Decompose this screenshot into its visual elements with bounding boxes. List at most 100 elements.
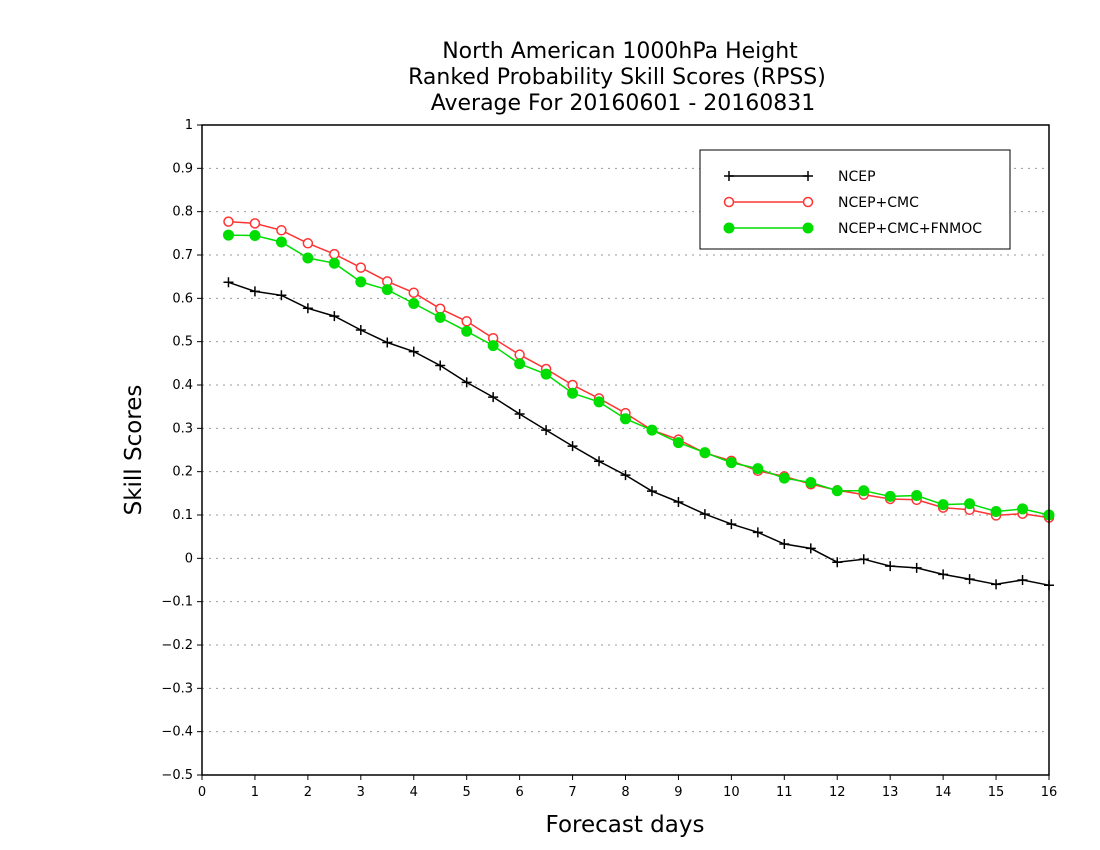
- data-point-ncep: [620, 470, 631, 481]
- data-point-ncep-cmc-fnmoc: [884, 490, 896, 502]
- data-point-ncep: [541, 425, 552, 436]
- data-point-ncep-cmc: [302, 238, 314, 249]
- data-point-ncep-cmc-fnmoc: [964, 498, 976, 510]
- series-ncep: [223, 277, 1054, 591]
- legend-label-ncep-cmc-fnmoc: NCEP+CMC+FNMOC: [838, 221, 982, 237]
- data-point-ncep-cmc-fnmoc: [778, 472, 790, 484]
- data-point-ncep-cmc-fnmoc: [1017, 503, 1029, 515]
- data-point-ncep-cmc: [329, 248, 340, 260]
- data-point-ncep: [567, 441, 578, 452]
- y-tick-label: 0.8: [172, 205, 193, 220]
- data-point-ncep: [514, 409, 525, 420]
- y-axis-label: Skill Scores: [121, 385, 147, 516]
- data-point-ncep: [249, 286, 260, 297]
- data-point-ncep-cmc: [514, 349, 525, 360]
- data-point-ncep-cmc-fnmoc: [752, 463, 764, 475]
- y-tick-label: 0.2: [172, 465, 193, 480]
- legend-marker-ncep: [724, 171, 734, 181]
- data-point-ncep: [938, 569, 949, 580]
- x-tick-label: 12: [829, 785, 846, 800]
- data-point-ncep: [964, 574, 975, 585]
- x-tick-label: 16: [1041, 785, 1058, 800]
- data-point-ncep-cmc-fnmoc: [567, 387, 579, 399]
- data-point-ncep: [805, 543, 816, 554]
- y-tick-label: −0.3: [161, 681, 193, 696]
- data-point-ncep: [858, 554, 869, 565]
- data-point-ncep: [223, 277, 234, 288]
- x-tick-label: 2: [304, 785, 312, 800]
- title-line-1: North American 1000hPa Height: [442, 39, 798, 64]
- legend: NCEP NCEP+CMC NCEP+CMC+FNMOC: [699, 149, 1011, 250]
- data-point-ncep: [752, 527, 763, 538]
- data-point-ncep-cmc: [276, 225, 287, 236]
- series-layer: [222, 216, 1055, 591]
- y-tick-label: 0.5: [172, 335, 193, 350]
- legend-label-ncep: NCEP: [838, 169, 876, 185]
- legend-marker-ncep-cmc-fnmoc: [723, 222, 735, 234]
- data-point-ncep-cmc-fnmoc: [620, 413, 631, 425]
- data-point-ncep-cmc-fnmoc: [487, 340, 499, 352]
- data-point-ncep-cmc-fnmoc: [381, 284, 393, 296]
- x-tick-label: 8: [621, 785, 629, 800]
- data-point-ncep-cmc-fnmoc: [328, 257, 340, 269]
- y-tick-label: 0.1: [172, 508, 193, 523]
- data-point-ncep: [699, 509, 710, 520]
- y-tick-label: 0: [185, 551, 193, 566]
- data-point-ncep-cmc-fnmoc: [725, 457, 737, 469]
- data-point-ncep: [355, 324, 366, 335]
- data-point-ncep: [673, 497, 684, 507]
- data-point-ncep-cmc: [461, 316, 472, 327]
- x-tick-label: 14: [935, 785, 952, 800]
- data-point-ncep-cmc-fnmoc: [911, 490, 923, 501]
- data-point-ncep: [488, 392, 499, 403]
- data-point-ncep-cmc: [408, 287, 419, 298]
- y-tick-label: −0.5: [161, 768, 193, 783]
- data-point-ncep: [461, 377, 472, 388]
- data-point-ncep-cmc-fnmoc: [540, 368, 552, 380]
- data-point-ncep: [408, 346, 419, 357]
- data-point-ncep: [885, 561, 896, 572]
- data-point-ncep-cmc: [249, 218, 261, 229]
- data-point-ncep-cmc-fnmoc: [302, 252, 314, 264]
- legend-marker-ncep: [803, 171, 813, 181]
- data-point-ncep: [594, 456, 605, 467]
- data-point-ncep-cmc-fnmoc: [275, 236, 287, 248]
- data-point-ncep-cmc-fnmoc: [672, 437, 684, 449]
- legend-box: [699, 149, 1011, 250]
- x-tick-label: 3: [357, 785, 365, 800]
- series-ncep-cmc: [223, 216, 1055, 523]
- legend-label-ncep-cmc: NCEP+CMC: [838, 195, 919, 211]
- x-tick-label: 7: [568, 785, 576, 800]
- data-point-ncep: [302, 303, 313, 314]
- legend-marker-ncep-cmc: [802, 196, 814, 208]
- y-tick-label: 0.7: [172, 248, 193, 263]
- data-point-ncep-cmc-fnmoc: [858, 485, 870, 497]
- data-point-ncep-cmc: [434, 303, 446, 314]
- data-point-ncep: [276, 290, 287, 301]
- x-tick-label: 5: [463, 785, 471, 800]
- data-point-ncep-cmc-fnmoc: [990, 506, 1002, 518]
- x-axis-label: Forecast days: [546, 812, 705, 838]
- data-point-ncep-cmc-fnmoc: [646, 424, 658, 436]
- legend-marker-ncep-cmc-fnmoc: [802, 222, 814, 234]
- data-point-ncep-cmc-fnmoc: [514, 358, 526, 370]
- data-point-ncep: [1017, 575, 1028, 585]
- x-tick-label: 11: [776, 785, 793, 800]
- y-tick-label: 1: [185, 118, 193, 133]
- data-point-ncep-cmc-fnmoc: [699, 447, 711, 459]
- data-point-ncep-cmc-fnmoc: [222, 229, 234, 241]
- series-ncep-cmc-fnmoc: [222, 229, 1055, 521]
- y-tick-label: 0.3: [172, 421, 193, 436]
- legend-marker-ncep-cmc: [723, 196, 735, 208]
- data-point-ncep: [382, 337, 393, 348]
- data-point-ncep-cmc: [223, 216, 234, 227]
- data-point-ncep: [646, 486, 657, 497]
- x-tick-label: 9: [674, 785, 682, 800]
- data-point-ncep: [779, 539, 790, 550]
- data-point-ncep-cmc-fnmoc: [805, 477, 817, 488]
- data-point-ncep: [832, 557, 843, 568]
- x-tick-label: 6: [515, 785, 523, 800]
- x-tick-label: 10: [723, 785, 740, 800]
- x-tick-label: 13: [882, 785, 899, 800]
